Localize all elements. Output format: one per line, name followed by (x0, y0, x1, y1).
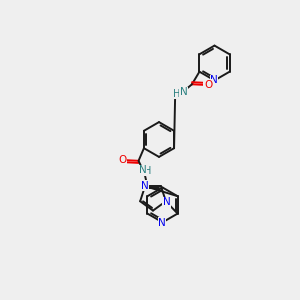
Text: N: N (158, 218, 166, 228)
Text: N: N (141, 181, 148, 190)
Text: N: N (139, 165, 147, 176)
Text: N: N (163, 197, 170, 207)
Text: N: N (210, 75, 218, 85)
Text: N: N (180, 87, 188, 98)
Text: H: H (173, 89, 181, 99)
Text: O: O (204, 80, 212, 90)
Text: O: O (118, 155, 127, 165)
Text: H: H (144, 166, 152, 176)
